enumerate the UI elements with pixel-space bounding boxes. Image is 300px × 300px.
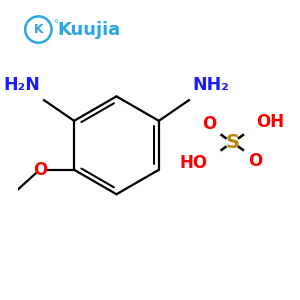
Text: K: K xyxy=(34,23,43,36)
Text: S: S xyxy=(225,133,239,152)
Text: NH₂: NH₂ xyxy=(193,76,230,94)
Text: OH: OH xyxy=(256,113,285,131)
Text: O: O xyxy=(33,161,47,179)
Text: Kuujia: Kuujia xyxy=(57,20,120,38)
Text: °: ° xyxy=(53,19,58,29)
Text: O: O xyxy=(202,115,216,133)
Text: H₂N: H₂N xyxy=(3,76,40,94)
Text: O: O xyxy=(248,152,263,170)
Text: HO: HO xyxy=(180,154,208,172)
